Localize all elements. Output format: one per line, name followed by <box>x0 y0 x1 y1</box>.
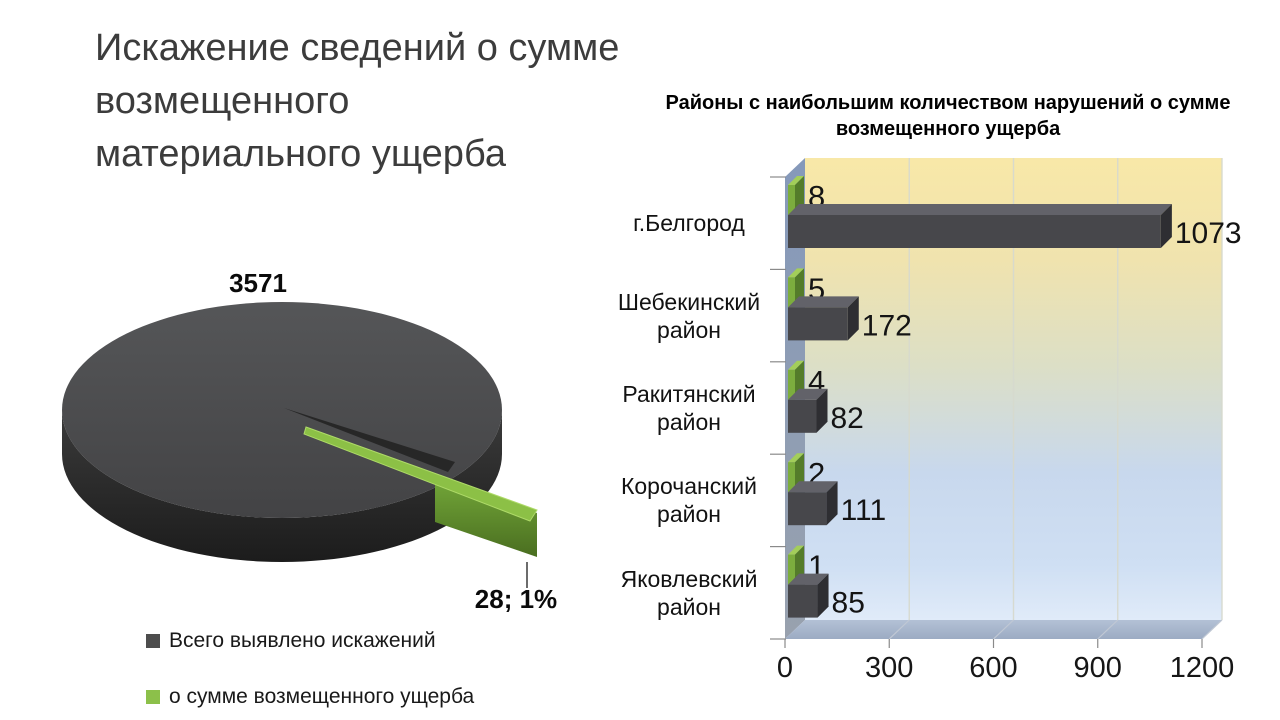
category-label: г.Белгород <box>633 210 745 237</box>
legend-swatch-small <box>146 690 160 704</box>
x-axis-tick-label: 300 <box>865 652 913 684</box>
legend-item-small: о сумме возмещенного ущерба <box>146 685 474 709</box>
slide-title: Искажение сведений о сумме возмещенного … <box>95 22 815 181</box>
gridline-floor <box>1097 619 1119 640</box>
bar-total-top <box>788 573 829 585</box>
bar-green-top <box>788 453 804 463</box>
pie-slice-small-top <box>303 426 538 522</box>
bar-total <box>788 584 818 618</box>
bar-value-label: 82 <box>830 402 863 435</box>
bar-total-top <box>788 296 859 308</box>
legend-label-total: Всего выявлено искажений <box>169 629 436 652</box>
bar-total-top <box>788 204 1172 215</box>
bar-total-side <box>847 296 859 341</box>
x-axis-tick-label: 0 <box>777 652 793 684</box>
legend-item-total: Всего выявлено искажений <box>146 629 474 653</box>
x-axis-tick-label: 600 <box>969 652 1017 684</box>
bar-total-top <box>788 481 838 493</box>
category-label: Корочанский район <box>620 473 757 528</box>
bar-total-top <box>788 388 828 400</box>
slide-title-line-1: Искажение сведений о сумме возмещенного <box>95 27 620 122</box>
bar-green <box>788 185 795 215</box>
pie-legend: Всего выявлено искажений о сумме возмеще… <box>146 629 474 709</box>
x-axis-tick-label: 900 <box>1074 652 1122 684</box>
bar-total <box>788 215 1161 248</box>
bar-green-top <box>788 545 804 555</box>
legend-label-small: о сумме возмещенного ущерба <box>169 685 475 708</box>
bar-category-labels: г.Белгород Шебекинский район Ракитянский р… <box>600 88 1280 713</box>
bar-value-label: 172 <box>862 309 912 342</box>
slide-title-line-2: материального ущерба <box>95 133 506 175</box>
bar-green <box>788 554 795 585</box>
pie-slice-small-front <box>435 478 537 557</box>
bar-total <box>788 399 817 433</box>
gridline-floor <box>888 619 910 640</box>
bar-green-top <box>788 268 804 278</box>
bar-total <box>788 307 848 341</box>
bar-value-label: 111 <box>841 494 887 527</box>
pie-notch <box>284 408 455 472</box>
gridline-floor <box>993 619 1014 640</box>
category-label: Ракитянский район <box>622 380 756 435</box>
bar-green <box>788 277 795 308</box>
pie-chart <box>62 302 538 588</box>
bar-total-side <box>817 573 829 618</box>
pie-side <box>62 410 502 562</box>
bar-total-side <box>816 388 828 433</box>
bar-green <box>788 462 795 493</box>
pie-data-label-total: 3571 <box>229 268 287 298</box>
pie-data-label-small: 28; 1% <box>474 584 558 614</box>
bar-value-label: 85 <box>832 587 865 620</box>
bar-total-side <box>1160 204 1172 248</box>
category-label: Шебекинский район <box>617 288 761 343</box>
bar-chart: Районы с наибольшим количеством нарушени… <box>600 88 1280 713</box>
bar-chart-title: Районы с наибольшим количеством нарушени… <box>665 92 1231 140</box>
legend-swatch-total <box>146 634 160 648</box>
bar-value-label: 1073 <box>1175 217 1242 250</box>
bar-total-side <box>826 481 838 526</box>
category-label: Яковлевский район <box>620 565 758 620</box>
x-axis-tick-label: 1200 <box>1170 652 1235 684</box>
bar-green-top <box>788 360 804 370</box>
gridline-floor <box>1201 619 1223 640</box>
bar-total <box>788 492 827 526</box>
bar-green-top <box>788 176 804 185</box>
bar-green <box>788 369 795 400</box>
